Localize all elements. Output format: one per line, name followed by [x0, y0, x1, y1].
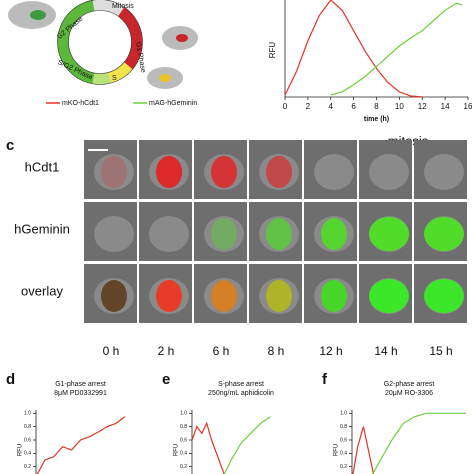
y-tick-label: 0.6 — [340, 437, 347, 443]
nucleus — [321, 218, 347, 250]
y-tick-label: 0.8 — [180, 424, 187, 430]
nucleus — [211, 218, 237, 250]
y-axis-label: RFU — [174, 444, 180, 456]
nucleus — [156, 156, 182, 188]
y-tick-label: 1.0 — [180, 411, 187, 417]
legend-label: mKO-hCdt1 — [62, 100, 99, 107]
nucleus — [101, 280, 127, 312]
chart-subtitle: 8μM PD0332991 — [54, 390, 107, 397]
chart-subtitle: 20μM RO-3306 — [385, 390, 433, 397]
column-label: 6 h — [213, 344, 230, 358]
x-tick-label: 8 — [374, 102, 379, 111]
nucleus — [211, 156, 237, 188]
nucleus — [321, 280, 347, 312]
y-axis-label: RFU — [334, 444, 340, 456]
nucleus-icon — [159, 74, 171, 82]
y-tick-label: 0.2 — [340, 464, 347, 470]
series-line — [352, 426, 375, 474]
y-tick-label: 1.0 — [24, 411, 31, 417]
series-line — [223, 416, 271, 474]
nucleus — [424, 279, 464, 313]
nucleus — [266, 280, 292, 312]
chart-subtitle: 250ng/mL aphidicolin — [208, 390, 274, 397]
y-tick-label: 0.2 — [24, 464, 31, 470]
x-tick-label: 12 — [418, 102, 427, 111]
x-tick-label: 14 — [441, 102, 450, 111]
column-label: 12 h — [319, 344, 342, 358]
column-label: 15 h — [429, 344, 452, 358]
x-tick-label: 16 — [464, 102, 473, 111]
x-tick-label: 2 — [306, 102, 311, 111]
phase-arc — [92, 0, 125, 17]
cell — [149, 216, 189, 252]
nucleus — [101, 156, 127, 188]
column-label: 14 h — [374, 344, 397, 358]
y-tick-label: 0.4 — [340, 451, 347, 457]
column-label: 8 h — [268, 344, 285, 358]
cell — [94, 216, 134, 252]
panel-label: f — [322, 371, 328, 388]
row-label: hGeminin — [14, 221, 70, 236]
nucleus — [266, 156, 292, 188]
panel-label: d — [6, 371, 15, 388]
column-label: 0 h — [103, 344, 120, 358]
y-tick-label: 0.8 — [24, 424, 31, 430]
chart-title: G1-phase arrest — [55, 381, 106, 388]
series-line — [36, 416, 126, 474]
cell — [94, 154, 134, 190]
ring-edge — [57, 0, 143, 85]
phase-label: Mitosis — [112, 3, 134, 10]
y-tick-label: 0.8 — [340, 424, 347, 430]
ring-edge — [68, 10, 132, 74]
column-label: 2 h — [158, 344, 175, 358]
y-tick-label: 0.6 — [24, 437, 31, 443]
y-axis-label: RFU — [18, 444, 24, 456]
x-tick-label: 4 — [329, 102, 334, 111]
cell — [369, 154, 409, 190]
nucleus — [156, 280, 182, 312]
chart-title: S-phase arrest — [218, 381, 264, 388]
y-tick-label: 1.0 — [340, 411, 347, 417]
y-tick-label: 0.4 — [24, 451, 31, 457]
phase-arc — [92, 72, 111, 85]
nucleus — [266, 218, 292, 250]
nucleus-icon — [176, 34, 188, 42]
y-tick-label: 0.6 — [180, 437, 187, 443]
x-tick-label: 0 — [283, 102, 288, 111]
phase-arc — [107, 62, 133, 84]
y-tick-label: 0.2 — [180, 464, 187, 470]
x-tick-label: 10 — [395, 102, 404, 111]
nucleus — [211, 280, 237, 312]
x-axis-label: time (h) — [364, 116, 389, 123]
y-axis-label: RFU — [268, 42, 277, 59]
x-tick-label: 6 — [351, 102, 356, 111]
nucleus — [424, 217, 464, 251]
series-line — [191, 421, 225, 474]
series-line — [330, 2, 463, 96]
cell-cycle-diagram — [57, 0, 143, 85]
panel-label: e — [162, 371, 170, 388]
y-tick-label: 0.4 — [180, 451, 187, 457]
cell — [204, 216, 244, 252]
nucleus-icon — [30, 10, 46, 20]
nucleus — [369, 217, 409, 251]
phase-label: S — [112, 75, 117, 82]
nucleus — [369, 279, 409, 313]
row-label: overlay — [21, 283, 63, 298]
row-label: hCdt1 — [25, 159, 60, 174]
image-grid: hCdt1 hGeminin overlay 0 h 2 h 6 h 8 h 12 h 14 h… — [14, 140, 467, 358]
series-line — [371, 412, 466, 474]
phase-arc — [117, 7, 143, 70]
cell — [314, 154, 354, 190]
legend-label: mAG-hGeminin — [149, 100, 197, 107]
cell — [424, 154, 464, 190]
phase-arc — [57, 0, 95, 84]
series-line — [284, 0, 423, 98]
chart-title: G2-phase arrest — [384, 381, 435, 388]
panel-label: c — [6, 137, 14, 154]
